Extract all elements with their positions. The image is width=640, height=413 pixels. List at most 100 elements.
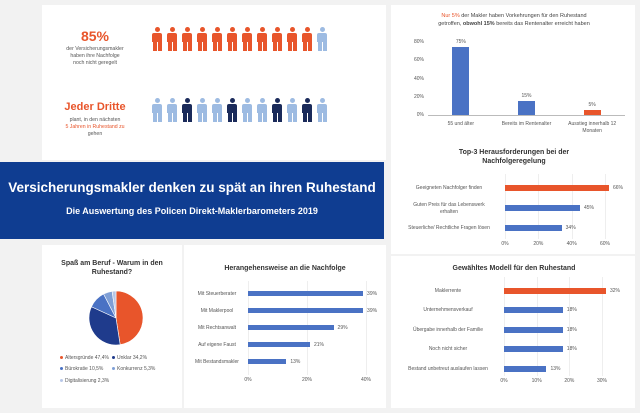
stat1-person-icon <box>317 27 327 51</box>
person-head <box>154 98 160 103</box>
pie-title-line: Spaß am Beruf - Warum in den <box>61 260 163 267</box>
person-leg <box>242 42 247 51</box>
person-leg <box>257 113 262 122</box>
person-body <box>152 104 162 113</box>
top-bar-title-line2a: getroffen, <box>438 20 463 27</box>
stat2-person-icon <box>152 98 162 122</box>
person-body <box>272 104 282 113</box>
stat1-person-icon <box>167 27 177 51</box>
category-label: Maklerrente <box>434 287 462 294</box>
person-leg <box>182 42 187 51</box>
legend-swatch <box>60 379 63 383</box>
bar <box>518 101 535 115</box>
stat2-person-icon <box>317 98 327 122</box>
person-head <box>274 27 280 32</box>
stat2-note-line: gehen <box>87 131 103 138</box>
person-body <box>182 104 192 113</box>
person-leg <box>322 42 327 51</box>
person-leg <box>317 113 322 122</box>
category-label-line: Guten Preis für das Lebenswerk <box>413 202 485 208</box>
top-bar-panel <box>391 5 635 141</box>
bar <box>583 110 601 115</box>
stat2-value: Jeder Dritte <box>64 101 126 113</box>
x-tick-label: 60% <box>599 241 610 247</box>
stat1-value: 85% <box>80 28 110 44</box>
person-leg <box>322 113 327 122</box>
bar-value-label: 45% <box>584 205 595 211</box>
legend-label: Bürokratie 10,5% <box>65 366 104 372</box>
person-leg <box>202 113 207 122</box>
top3-panel <box>391 141 635 254</box>
bar-value-label: 5% <box>588 102 596 109</box>
person-head <box>244 98 250 103</box>
bar <box>505 205 580 211</box>
approach-title: Herangehensweise an die Nachfolge <box>224 265 346 272</box>
top-bar-title-line2b: bereits das Rentenalter erreicht haben <box>494 20 590 27</box>
person-body <box>302 104 312 113</box>
grid-line <box>569 277 570 376</box>
bar-value-label: 15% <box>521 93 532 100</box>
grid-line <box>605 174 606 239</box>
stat2-person-icon <box>287 98 297 122</box>
person-leg <box>167 113 172 122</box>
stat2-note-line: plant, in den nächsten <box>69 117 121 123</box>
person-body <box>182 33 192 42</box>
top-bar-title: Nur 5% der Makler haben Vorkehrungen für… <box>400 13 628 28</box>
stat2-person-icon <box>257 98 267 122</box>
category-label: Mit Maklerpool <box>200 307 234 314</box>
stat1-note-line: der Versicherungsmakler <box>66 46 124 52</box>
person-body <box>167 104 177 113</box>
person-leg <box>172 113 177 122</box>
person-body <box>212 33 222 42</box>
stat1-note-line: haben ihre Nachfolge <box>70 53 120 60</box>
x-tick-label: 10% <box>531 378 542 384</box>
person-leg <box>277 113 282 122</box>
legend-label: Unklar 34,2% <box>117 355 148 361</box>
bar <box>505 225 562 231</box>
stat2-person-icon <box>227 98 237 122</box>
stat1-person-icon <box>227 27 237 51</box>
stat1-person-icon <box>287 27 297 51</box>
x-tick-label: 30% <box>596 378 607 384</box>
person-head <box>259 98 265 103</box>
stat1-note: der Versicherungsmakler haben ihre Nachf… <box>55 46 135 67</box>
person-leg <box>197 113 202 122</box>
stat2-note: plant, in den nächsten 5 Jahren in Ruhes… <box>55 117 135 138</box>
person-leg <box>197 42 202 51</box>
pie-legend-item: Konkurrenz 5,3% <box>112 366 155 372</box>
person-head <box>289 27 295 32</box>
stat2-person-icon <box>242 98 252 122</box>
stat1-person-icon <box>272 27 282 51</box>
top3-title: Top-3 Herausforderungen bei der Nachfolg… <box>400 148 628 166</box>
person-body <box>287 104 297 113</box>
x-tick-label: 0% <box>244 377 252 383</box>
category-label: Noch nicht sicher <box>428 346 468 353</box>
person-body <box>167 33 177 42</box>
person-leg <box>157 42 162 51</box>
person-leg <box>317 42 322 51</box>
person-leg <box>217 113 222 122</box>
x-tick-label: 40% <box>360 377 371 383</box>
stat2-person-icon <box>182 98 192 122</box>
person-head <box>289 98 295 103</box>
bar-value-label: 32% <box>610 287 621 294</box>
person-head <box>319 98 325 103</box>
person-head <box>169 27 175 32</box>
person-body <box>242 33 252 42</box>
person-leg <box>187 113 192 122</box>
person-head <box>199 98 205 103</box>
person-leg <box>302 113 307 122</box>
person-head <box>154 27 160 32</box>
bar <box>248 325 334 330</box>
legend-label: Altersgründe 47,4% <box>65 355 109 361</box>
category-label-line: erhalten <box>439 208 459 215</box>
grid-line <box>366 281 367 375</box>
person-head <box>169 98 175 103</box>
stat2-person-icon <box>272 98 282 122</box>
bar <box>505 185 609 191</box>
category-label-line: Monaten <box>582 127 602 134</box>
stat1-person-icon <box>257 27 267 51</box>
category-label: Ausstieg innerhalb 12 Monaten <box>560 121 624 135</box>
model-title: Gewähltes Modell für den Ruhestand <box>452 265 576 272</box>
x-tick-label: 20% <box>564 378 575 384</box>
